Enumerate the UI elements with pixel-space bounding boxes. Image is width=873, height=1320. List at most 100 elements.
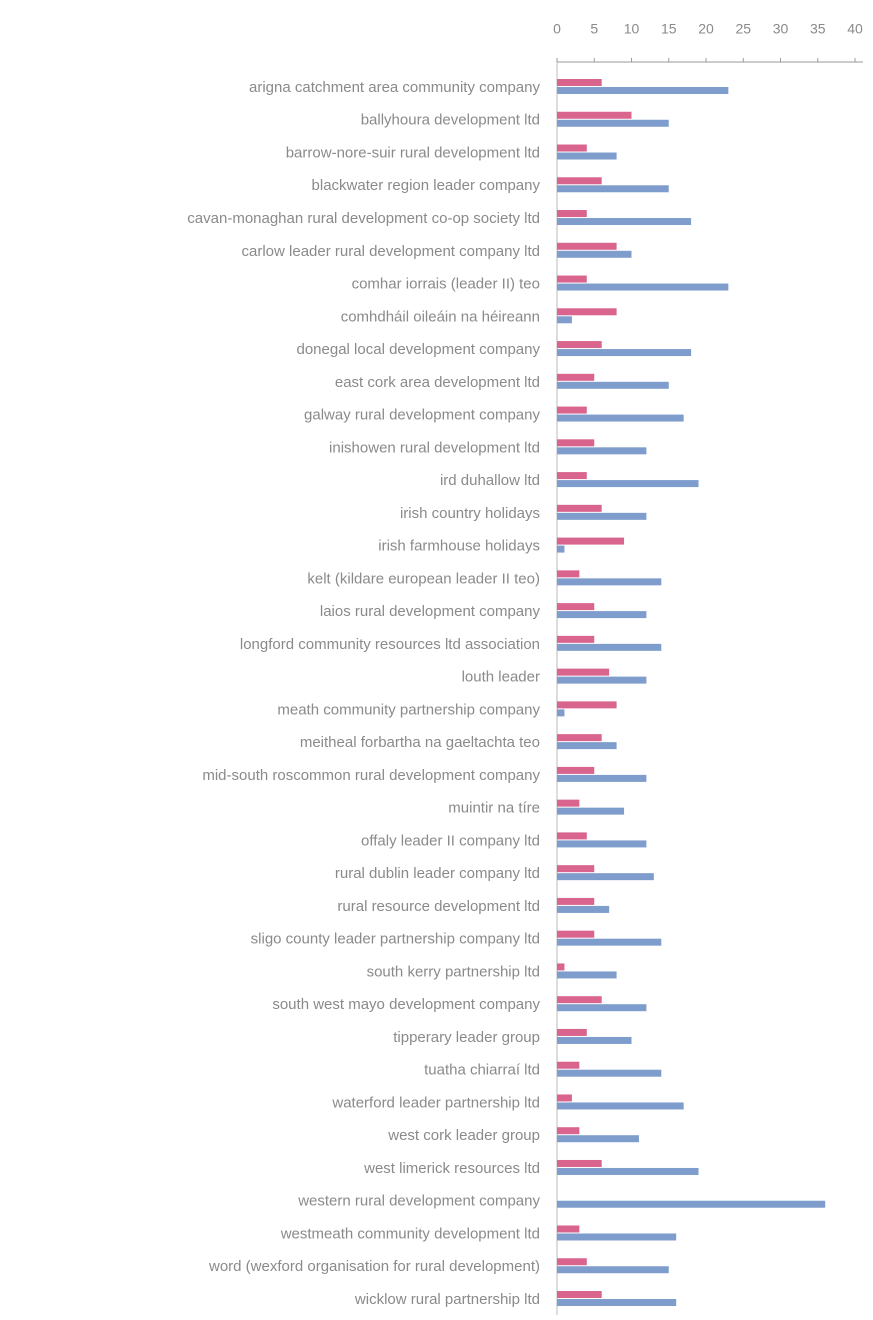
y-tick-label: tipperary leader group — [393, 1029, 540, 1046]
x-tick-label: 30 — [773, 21, 789, 37]
y-tick-label: kelt (kildare european leader II teo) — [307, 570, 540, 587]
bar — [557, 1127, 580, 1135]
bar — [557, 414, 684, 422]
y-tick-label: irish farmhouse holidays — [378, 538, 540, 555]
bar — [557, 1258, 587, 1266]
bar — [557, 676, 647, 684]
bar — [557, 1225, 580, 1233]
y-tick-label: west limerick resources ltd — [363, 1160, 540, 1177]
bar — [557, 87, 729, 94]
y-tick-label: meath community partnership company — [277, 701, 540, 718]
bar — [557, 406, 587, 414]
bar — [557, 545, 565, 553]
bar — [557, 807, 625, 815]
y-tick-label: south west mayo development company — [272, 996, 540, 1013]
bar — [557, 1159, 602, 1167]
y-tick-label: donegal local development company — [297, 341, 541, 358]
bar — [557, 1266, 669, 1274]
bar — [557, 742, 617, 750]
y-tick-label: waterford leader partnership ltd — [331, 1094, 540, 1111]
y-tick-label: wicklow rural partnership ltd — [354, 1291, 540, 1308]
y-tick-label: word (wexford organisation for rural dev… — [208, 1258, 540, 1275]
y-tick-label: blackwater region leader company — [312, 177, 541, 194]
y-tick-label: meitheal forbartha na gaeltachta teo — [300, 734, 540, 751]
bar — [557, 701, 617, 709]
bar — [557, 283, 729, 291]
y-tick-label: cavan-monaghan rural development co-op s… — [187, 210, 540, 227]
y-tick-label: sligo county leader partnership company … — [251, 931, 540, 948]
y-tick-label: west cork leader group — [387, 1127, 540, 1144]
bar — [557, 930, 595, 938]
y-tick-label: ird duhallow ltd — [440, 472, 540, 489]
bar — [557, 897, 595, 905]
y-tick-label: muintir na tíre — [448, 800, 540, 817]
x-tick-label: 40 — [847, 21, 863, 37]
bar — [557, 643, 662, 651]
y-tick-label: western rural development company — [297, 1193, 540, 1210]
bar — [557, 242, 617, 250]
y-tick-label: longford community resources ltd associa… — [240, 636, 540, 653]
bar — [557, 709, 565, 717]
bar — [557, 635, 595, 643]
bar — [557, 873, 654, 881]
bar — [557, 537, 625, 545]
bar — [557, 1291, 602, 1298]
x-tick-label: 5 — [590, 21, 598, 37]
y-tick-label: mid-south roscommon rural development co… — [202, 767, 540, 784]
bar — [557, 1135, 639, 1143]
bar — [557, 611, 647, 619]
bar — [557, 1102, 684, 1110]
bar — [557, 996, 602, 1004]
x-tick-label: 20 — [698, 21, 714, 37]
bar — [557, 578, 662, 586]
bar — [557, 316, 572, 324]
bar — [557, 971, 617, 979]
y-tick-label: westmeath community development ltd — [280, 1225, 540, 1242]
bar — [557, 177, 602, 185]
y-tick-label: galway rural development company — [304, 407, 540, 424]
bar — [557, 603, 595, 611]
bar — [557, 1167, 699, 1175]
bar — [557, 840, 647, 848]
bar — [557, 381, 669, 389]
y-tick-label: south kerry partnership ltd — [367, 963, 540, 980]
bar — [557, 152, 617, 160]
y-tick-label: east cork area development ltd — [335, 374, 540, 391]
bar — [557, 439, 595, 447]
bar — [557, 185, 669, 193]
x-tick-label: 0 — [553, 21, 561, 37]
x-tick-label: 10 — [624, 21, 640, 37]
bar — [557, 210, 587, 218]
bar — [557, 1069, 662, 1077]
bar — [557, 79, 602, 86]
y-tick-label: rural dublin leader company ltd — [335, 865, 540, 882]
bar — [557, 832, 587, 840]
bar — [557, 963, 565, 971]
y-tick-label: arigna catchment area community company — [249, 79, 540, 96]
bar — [557, 570, 580, 578]
bar — [557, 1233, 677, 1241]
bar — [557, 349, 692, 357]
y-tick-label: ballyhoura development ltd — [361, 112, 540, 129]
bar — [557, 766, 595, 774]
y-tick-label: laios rural development company — [320, 603, 541, 620]
bar — [557, 480, 699, 488]
y-tick-label: comhdháil oileáin na héireann — [341, 308, 540, 325]
bar — [557, 734, 602, 742]
bar — [557, 341, 602, 349]
bar — [557, 512, 647, 520]
bar — [557, 472, 587, 480]
bar — [557, 774, 647, 782]
bar — [557, 504, 602, 512]
bar — [557, 938, 662, 946]
bar — [557, 1004, 647, 1012]
bar — [557, 218, 692, 226]
y-tick-label: rural resource development ltd — [337, 898, 540, 915]
y-tick-label: irish country holidays — [400, 505, 540, 522]
y-tick-label: barrow-nore-suir rural development ltd — [286, 144, 540, 161]
x-tick-label: 25 — [735, 21, 751, 37]
y-tick-label: comhar iorrais (leader II) teo — [352, 276, 540, 293]
bar — [557, 119, 669, 127]
bar — [557, 308, 617, 316]
